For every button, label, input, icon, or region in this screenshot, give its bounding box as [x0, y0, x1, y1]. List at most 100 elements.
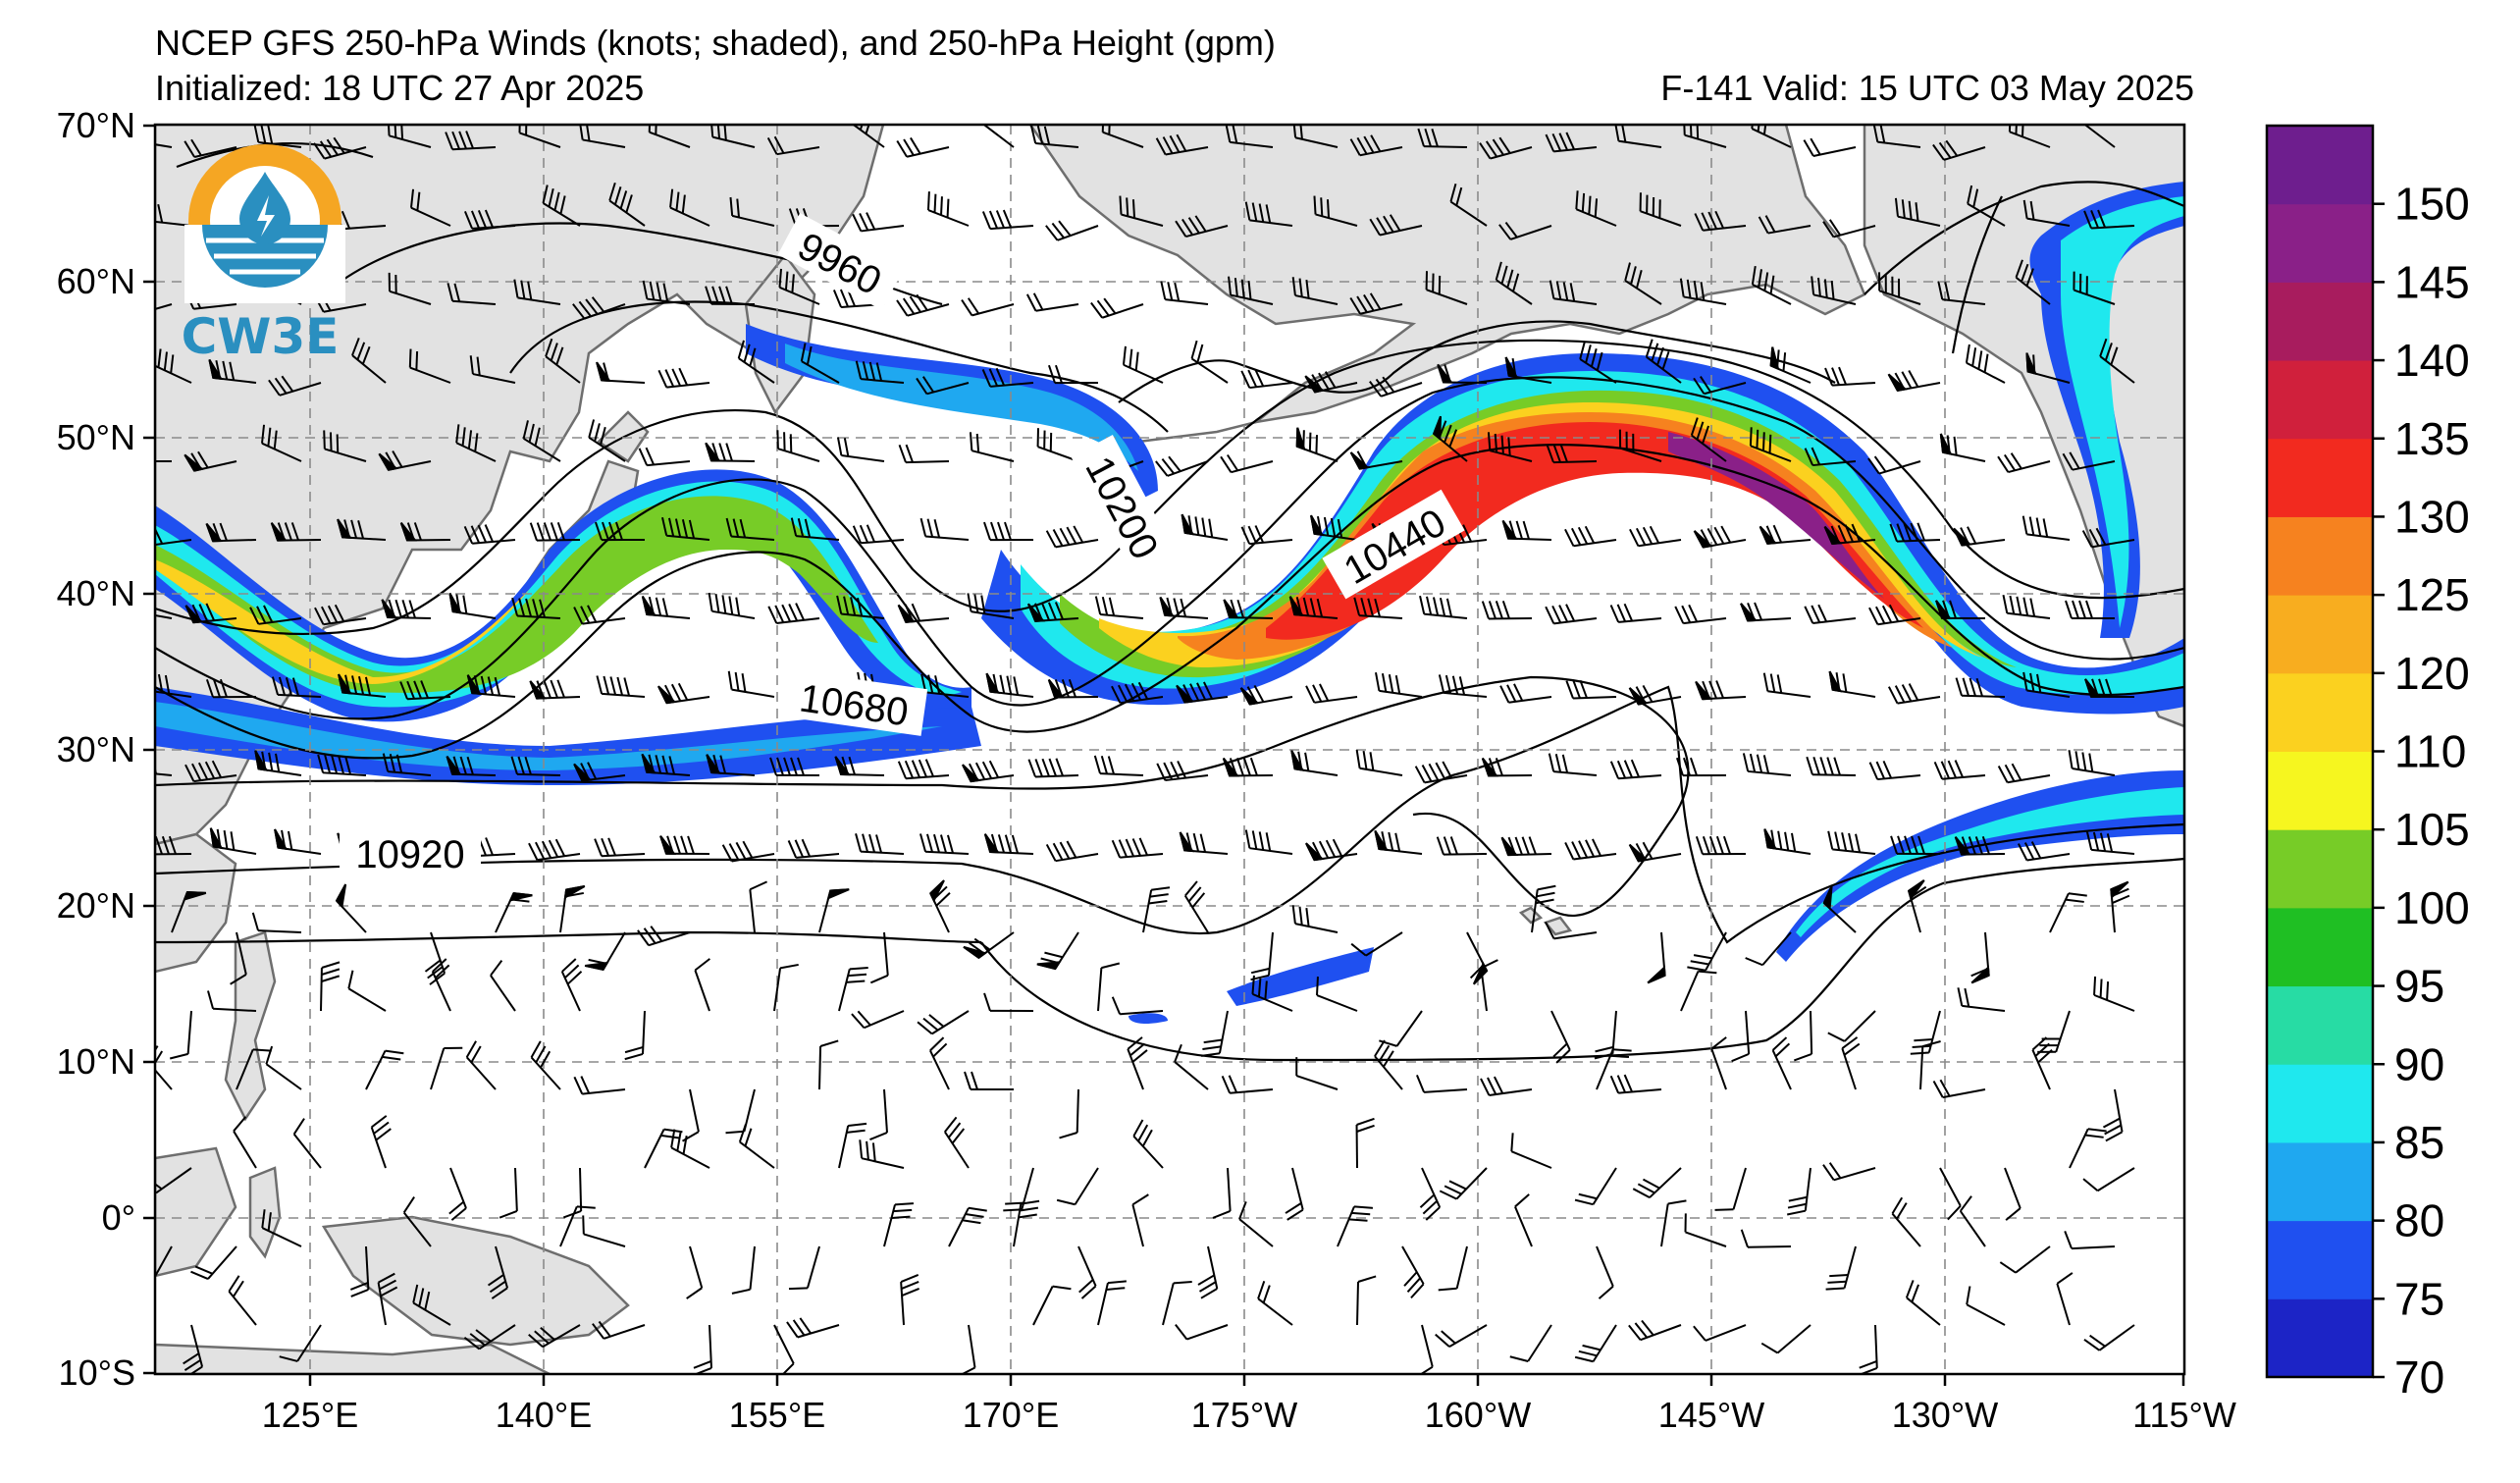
wind-barb — [624, 1010, 646, 1061]
lat-label: 20°N — [57, 885, 135, 926]
wind-barb — [2022, 671, 2071, 698]
wind-barb — [1694, 210, 1747, 232]
wind-barb — [1175, 1324, 1229, 1341]
wind-barb — [1238, 1200, 1274, 1247]
wind-barb — [448, 592, 497, 619]
wind-barb — [1618, 429, 1662, 462]
wind-barb — [969, 432, 1015, 462]
wind-barb — [1953, 526, 2006, 547]
wind-barb — [963, 931, 1015, 960]
wind-barb — [1416, 1324, 1434, 1374]
wind-barb — [1176, 681, 1229, 704]
wind-barb — [1887, 683, 1941, 705]
wind-barb — [562, 1167, 583, 1219]
wind-barb — [183, 1324, 204, 1374]
wind-barb — [1111, 996, 1164, 1016]
wind-barb — [495, 892, 533, 933]
wind-barb — [1498, 221, 1552, 240]
wind-barb — [725, 517, 775, 541]
wind-barb — [1574, 1167, 1617, 1206]
cw3e-logo: CW3E — [182, 144, 345, 365]
wind-barb — [365, 1049, 404, 1090]
wind-barb — [769, 757, 820, 776]
wind-barb — [1313, 195, 1358, 227]
colorbar-label: 120 — [2394, 648, 2470, 699]
wind-barb — [1155, 133, 1209, 156]
wind-barb — [382, 753, 432, 776]
wind-barb — [1579, 341, 1617, 384]
latitude-labels: 70°N 60°N 50°N 40°N 30°N 20°N 10°N 0° 10… — [57, 105, 135, 1393]
lon-label: 175°W — [1191, 1395, 1297, 1435]
wind-barb — [962, 760, 1015, 783]
wind-barb — [466, 674, 516, 698]
wind-barb — [1415, 1074, 1468, 1093]
wind-barb — [171, 890, 207, 933]
wind-barb — [729, 196, 775, 227]
lon-label: 145°W — [1658, 1395, 1764, 1435]
lat-label: 10°S — [59, 1352, 135, 1393]
wind-barb — [1094, 596, 1144, 619]
wind-barb — [1221, 1075, 1274, 1094]
wind-barb — [766, 135, 820, 156]
wind-barb — [1890, 835, 1941, 855]
wind-barb — [1355, 1117, 1375, 1169]
wind-barb — [1690, 417, 1727, 462]
wind-barb — [897, 759, 950, 780]
wind-barb — [2099, 338, 2135, 384]
wind-barb — [859, 1139, 905, 1169]
wind-barb — [1127, 1036, 1148, 1090]
wind-barb — [1292, 125, 1339, 148]
wind-barb — [513, 279, 561, 305]
wind-barb — [1435, 1324, 1488, 1348]
wind-barb — [205, 522, 257, 543]
lon-label: 125°E — [262, 1395, 358, 1435]
wind-barb — [377, 1272, 398, 1326]
wind-barb — [1350, 931, 1403, 957]
wind-barb — [1787, 1167, 1811, 1216]
wind-barb — [929, 1036, 950, 1090]
wind-barb — [1119, 195, 1164, 227]
wind-barb — [1804, 447, 1857, 467]
chart-title: NCEP GFS 250-hPa Winds (knots; shaded), … — [155, 23, 1276, 63]
wind-barb — [1609, 759, 1662, 780]
wind-barb — [1432, 415, 1468, 462]
wind-barb — [469, 355, 516, 384]
wind-barb — [1907, 879, 1927, 933]
wind-barb — [320, 961, 341, 1012]
colorbar-swatch — [2267, 438, 2373, 517]
wind-barb — [1997, 452, 2051, 474]
wind-barb — [721, 840, 775, 863]
lat-label: 10°N — [57, 1041, 135, 1082]
wind-barb — [2015, 259, 2051, 305]
wind-barb — [1629, 525, 1682, 548]
wind-barb — [641, 596, 691, 619]
wind-barb — [1295, 1057, 1339, 1090]
wind-barb — [1220, 453, 1274, 474]
wind-barb — [1155, 455, 1209, 477]
wind-barb — [834, 756, 885, 776]
wind-barb — [1822, 219, 1876, 238]
wind-barb — [430, 1046, 463, 1090]
wind-barb — [2004, 1167, 2021, 1221]
wind-barb — [919, 517, 970, 541]
wind-barb — [338, 673, 387, 698]
wind-barb — [337, 518, 387, 541]
wind-barb — [1564, 838, 1617, 861]
wind-barb — [1295, 427, 1339, 462]
colorbar: 70 75 80 85 90 95 100 105 110 120 125 130 135 140 145 1… — [2265, 124, 2470, 1403]
wind-barb — [1027, 758, 1079, 778]
wind-barb — [1036, 428, 1079, 462]
wind-barb — [445, 131, 497, 151]
wind-barb — [948, 1206, 987, 1247]
wind-barb — [1693, 525, 1747, 549]
colorbar-label: 125 — [2394, 569, 2470, 620]
wind-barb — [490, 960, 516, 1012]
wind-barb — [981, 367, 1034, 388]
wind-barb — [1036, 931, 1079, 971]
wind-barb — [1181, 513, 1229, 541]
wind-barb — [347, 970, 387, 1012]
colorbar-swatch — [2267, 1141, 2373, 1222]
wind-barb — [1550, 1010, 1571, 1064]
wind-barb — [572, 296, 626, 320]
wind-barb — [205, 678, 257, 699]
